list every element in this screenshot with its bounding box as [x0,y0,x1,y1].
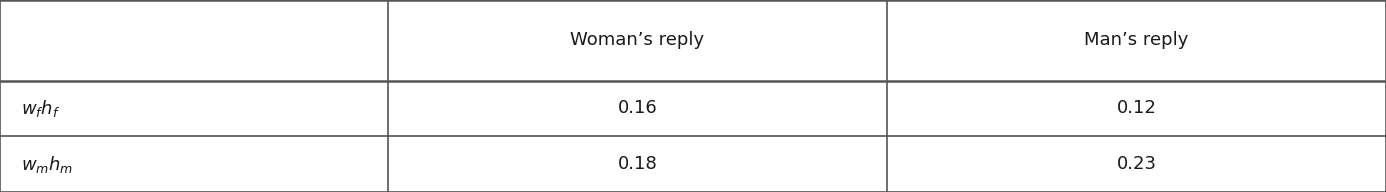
Text: 0.12: 0.12 [1117,99,1156,118]
Text: Man’s reply: Man’s reply [1084,31,1189,49]
Text: 0.18: 0.18 [618,155,657,173]
Text: 0.16: 0.16 [618,99,657,118]
Text: Woman’s reply: Woman’s reply [571,31,704,49]
Text: 0.23: 0.23 [1117,155,1156,173]
Text: $w_mh_m$: $w_mh_m$ [21,154,73,175]
Text: $w_fh_f$: $w_fh_f$ [21,98,60,119]
